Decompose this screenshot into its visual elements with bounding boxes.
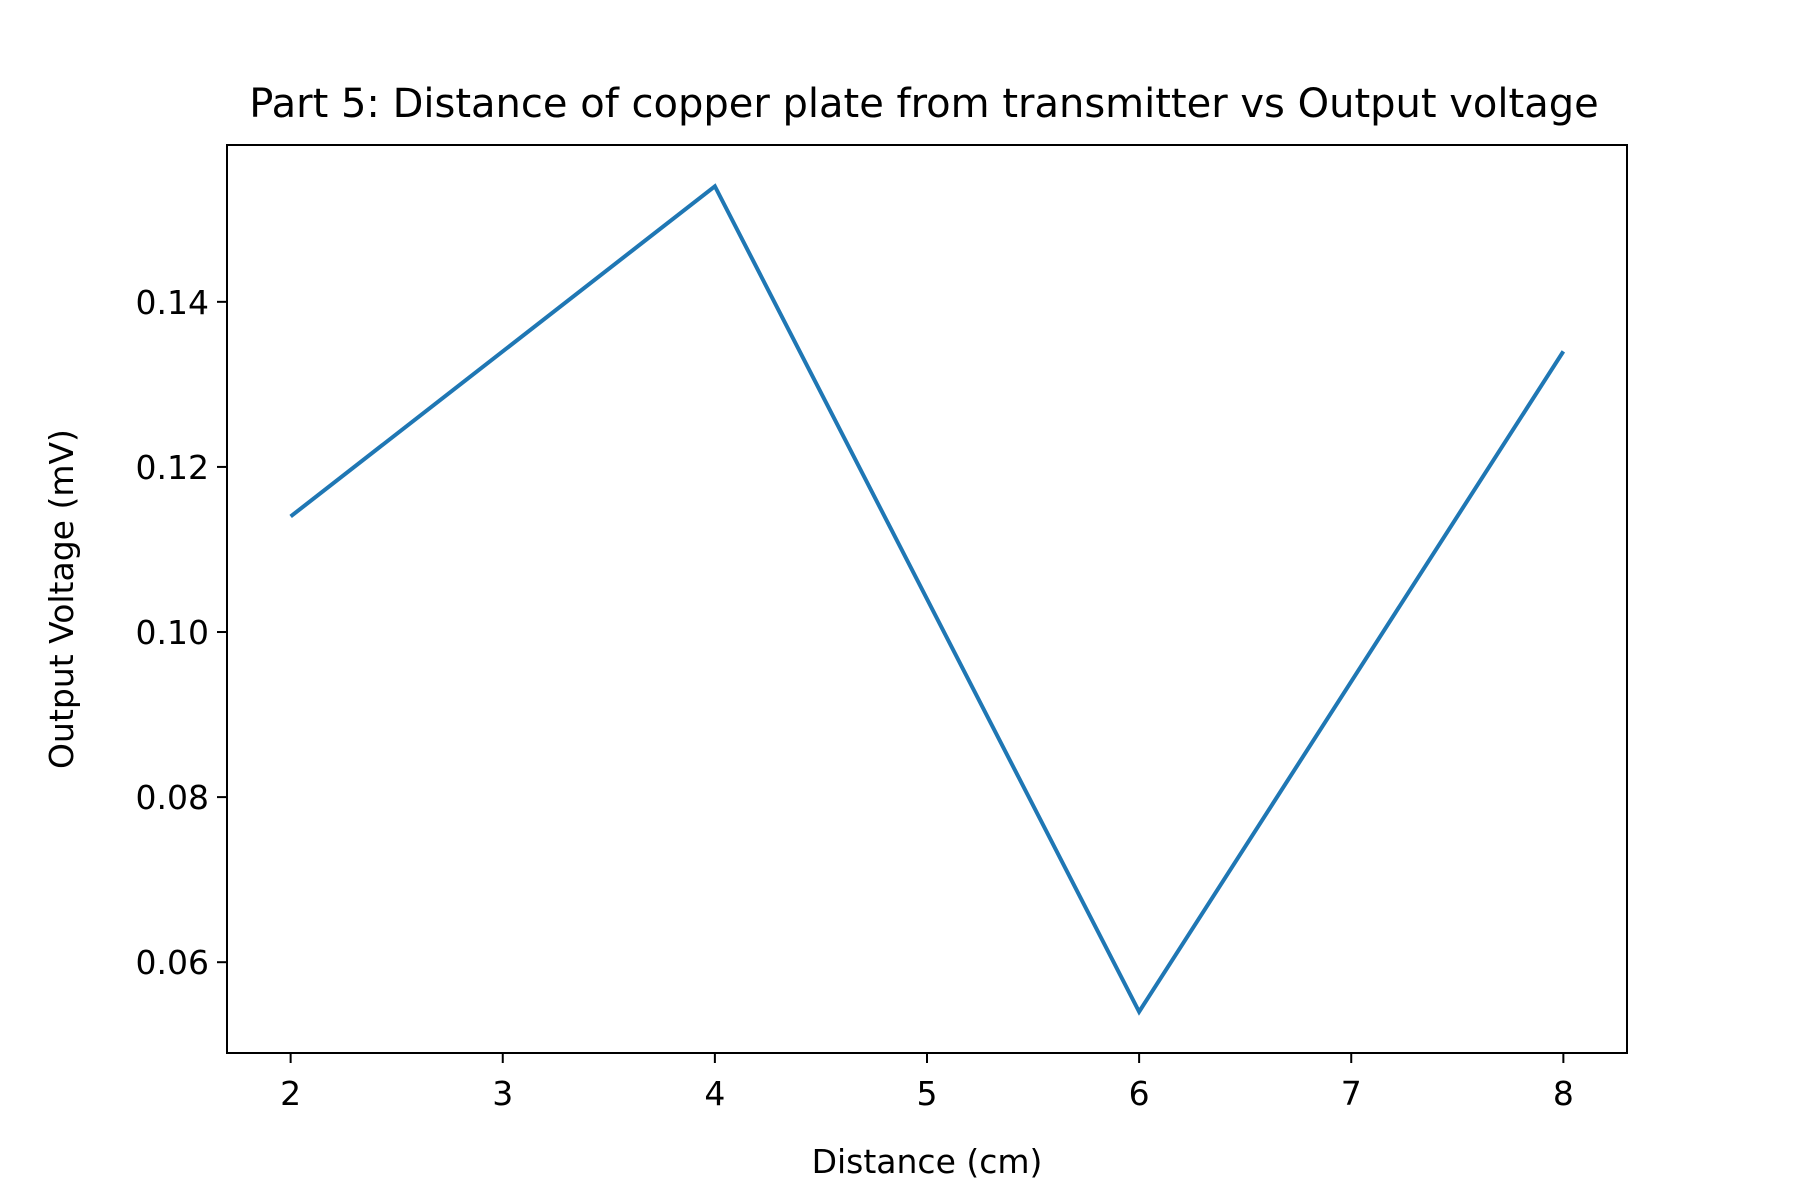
x-tick-label: 8 [1553,1074,1574,1113]
x-tick-label: 2 [280,1074,301,1113]
y-axis-label: Output Voltage (mV) [42,429,81,769]
x-tick-label: 5 [917,1074,938,1113]
series-line-0 [289,183,1566,1016]
y-tick-label: 0.06 [136,943,209,982]
x-axis: 2 3 4 5 6 7 8 [280,1053,1574,1113]
x-tick-label: 3 [492,1074,513,1113]
plot-area [289,183,1566,1016]
y-tick-label: 0.12 [136,448,209,487]
x-tick-label: 4 [704,1074,725,1113]
x-axis-label: Distance (cm) [812,1142,1043,1181]
x-tick-label: 6 [1129,1074,1150,1113]
y-tick-label: 0.10 [136,613,209,652]
y-axis: 0.06 0.08 0.10 0.12 0.14 [136,283,227,982]
x-tick-label: 7 [1341,1074,1362,1113]
y-tick-label: 0.14 [136,283,209,322]
y-tick-label: 0.08 [136,778,209,817]
chart-title: Part 5: Distance of copper plate from tr… [249,81,1598,127]
